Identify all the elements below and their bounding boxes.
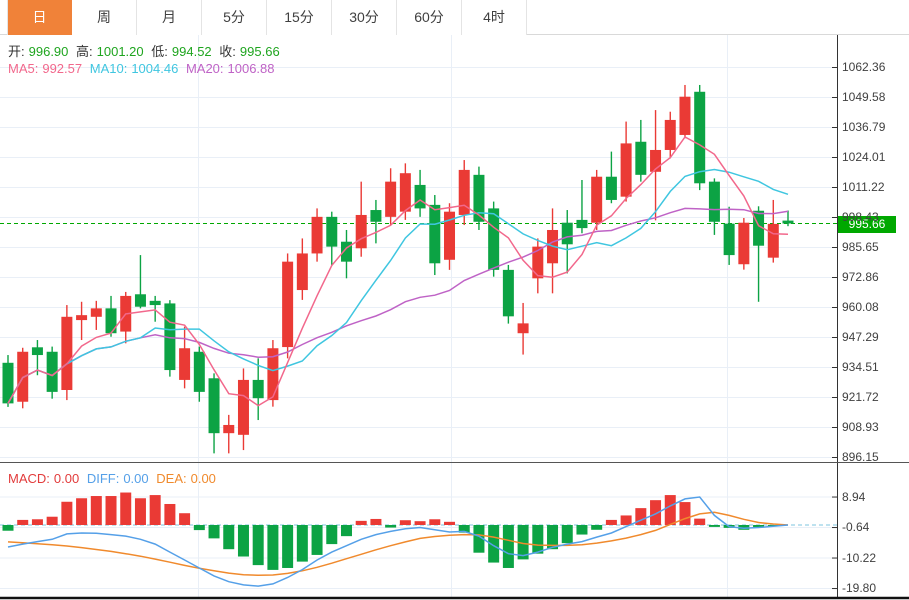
ma-header: MA5: 992.57 MA10: 1004.46 MA20: 1006.88 [8,61,279,76]
ma20-value: 1006.88 [227,61,275,76]
price-axis-label: 1024.01 [842,150,886,164]
macd-value: 0.00 [53,471,80,486]
diff-label: DIFF: [86,471,120,486]
tab-4hour[interactable]: 4时 [462,0,527,35]
ma10-label: MA10: [89,61,128,76]
price-axis-label: 972.86 [842,270,879,284]
ma5-value: 992.57 [42,61,83,76]
tab-15min[interactable]: 15分 [267,0,332,35]
macd-histogram [2,492,779,570]
tab-week[interactable]: 周 [72,0,137,35]
period-tabbar: 日周月 5分 15分 30分 60分 4时 [0,0,909,35]
high-value: 1001.20 [96,44,144,59]
diff-line [7,496,789,587]
low-label: 低: [151,44,168,59]
price-axis-label: 1062.36 [842,60,886,74]
macd-axis-label: 8.94 [842,489,866,504]
close-label: 收: [219,44,236,59]
tab-60min[interactable]: 60分 [397,0,462,35]
chart-area[interactable]: 开: 996.90 高: 1001.20 低: 994.52 收: 995.66 MA5… [0,35,909,600]
price-axis-label: 1011.22 [842,180,885,194]
candlestick-macd-chart[interactable] [0,35,909,600]
price-axis-label: 998.43 [842,210,879,224]
ma20-label: MA20: [185,61,224,76]
price-axis-label: 908.93 [842,420,879,434]
ma-lines [7,136,789,407]
macd-axis-label: -0.64 [842,520,870,535]
dea-line [7,511,789,577]
price-axis-label: 947.29 [842,330,879,344]
ma10-value: 1004.46 [131,61,179,76]
price-axis-label: 985.65 [842,240,879,254]
dea-label: DEA: [156,471,187,486]
grid-lines [0,35,837,597]
price-axis-label: 1049.58 [842,90,886,104]
low-value: 994.52 [171,44,212,59]
dea-value: 0.00 [190,471,216,486]
price-axis-label: 896.15 [842,450,879,464]
tab-5min[interactable]: 5分 [202,0,267,35]
macd-axis-label: -19.80 [842,581,877,596]
current-price-badge: 995.66 [838,215,896,233]
tab-day[interactable]: 日 [7,0,72,35]
ma5-label: MA5: [8,61,39,76]
tab-month[interactable]: 月 [137,0,202,35]
price-axis-label: 960.08 [842,300,879,314]
macd-header: MACD: 0.00 DIFF: 0.00 DEA: 0.00 [8,471,220,486]
macd-axis-label: -10.22 [842,550,877,565]
tab-30min[interactable]: 30分 [332,0,397,35]
price-axis-label: 934.51 [842,360,879,374]
axis-frame [0,35,909,600]
price-axis-label: 921.72 [842,390,879,404]
macd-lines [7,496,789,587]
price-axis-label: 1036.79 [842,120,886,134]
open-value: 996.90 [28,44,69,59]
ma5-line [7,136,789,407]
diff-value: 0.00 [123,471,149,486]
high-label: 高: [76,44,93,59]
close-value: 995.66 [239,44,280,59]
macd-label: MACD: [8,471,50,486]
ma10-line [7,168,789,404]
candles-group [2,84,794,454]
open-label: 开: [8,44,25,59]
ohlc-header: 开: 996.90 高: 1001.20 低: 994.52 收: 995.66 [8,41,284,60]
